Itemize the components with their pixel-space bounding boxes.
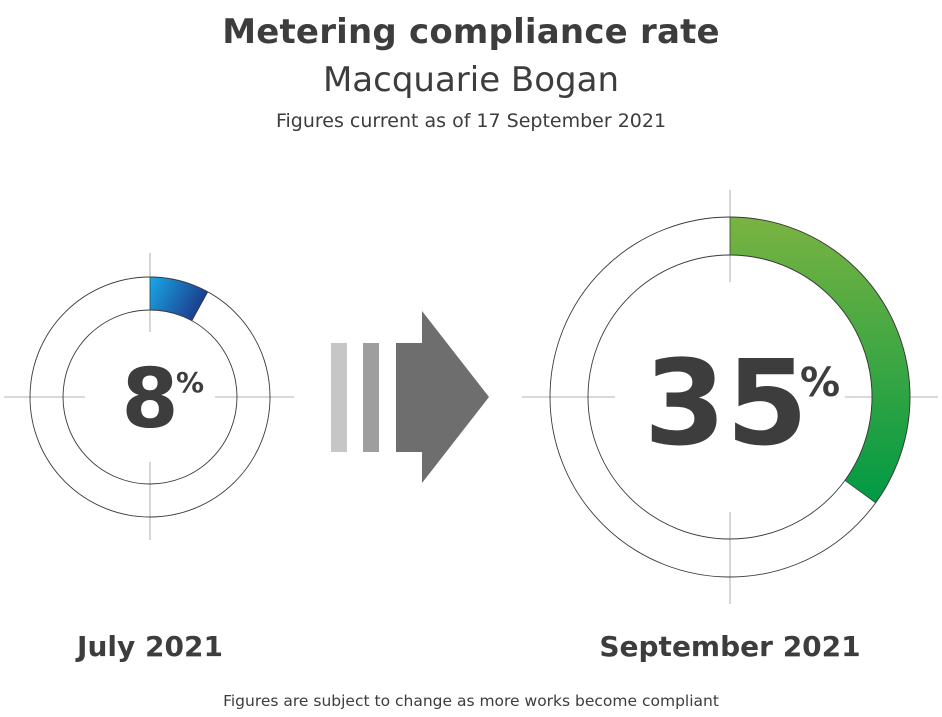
unit-label-september: % — [800, 360, 840, 406]
arrow-head — [396, 311, 489, 483]
gauge-july: 8 % — [4, 253, 294, 540]
gauge-september: 35 % — [522, 190, 938, 604]
outer-ring-september — [549, 216, 911, 578]
crosshair-gap-july — [85, 332, 215, 462]
footnote: Figures are subject to change as more wo… — [223, 692, 719, 710]
value-label-july: 8 — [121, 352, 178, 447]
arrow-bar-light — [331, 343, 347, 452]
value-label-september: 35 — [644, 334, 808, 472]
period-label-july: July 2021 — [77, 630, 223, 663]
crosshair-gap-september — [615, 282, 845, 512]
inner-ring-september — [587, 254, 873, 540]
currency-note: Figures current as of 17 September 2021 — [275, 110, 667, 132]
transition-arrow — [331, 311, 489, 483]
page-title: Metering compliance rate — [222, 12, 720, 52]
page-subtitle: Macquarie Bogan — [322, 60, 620, 100]
period-label-september: September 2021 — [599, 630, 861, 663]
progress-arc-july — [149, 276, 209, 322]
outer-ring-july — [29, 276, 271, 518]
unit-label-july: % — [176, 366, 204, 399]
arrow-bar-mid — [363, 343, 379, 452]
inner-ring-july — [62, 309, 238, 485]
